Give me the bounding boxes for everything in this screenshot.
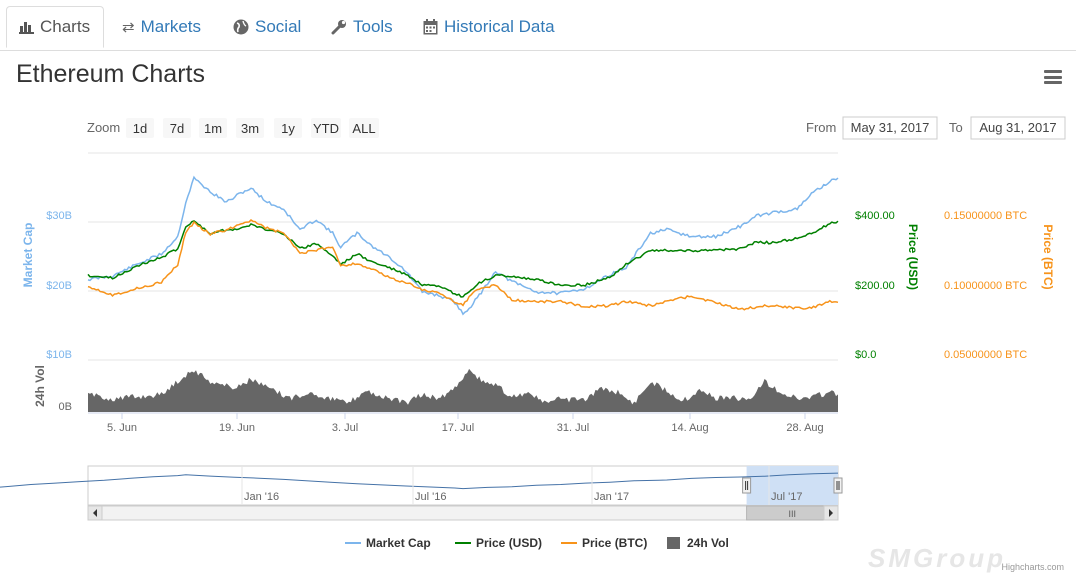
tab-historical-data[interactable]: Historical Data — [423, 6, 555, 48]
legend-label[interactable]: 24h Vol — [687, 536, 729, 550]
navigator-right-handle[interactable] — [833, 477, 843, 494]
x-tick-label: 19. Jun — [219, 422, 255, 434]
highcharts-credits[interactable]: Highcharts.com — [1001, 562, 1064, 572]
tab-charts[interactable]: Charts — [6, 6, 104, 48]
tab-tools[interactable]: Tools — [331, 6, 393, 48]
legend-item-price-usd[interactable]: Price (USD) — [455, 536, 542, 550]
tab-markets[interactable]: ⇄ Markets — [122, 6, 201, 48]
zoom-button-label[interactable]: 1y — [281, 121, 295, 136]
zoom-button-label[interactable]: ALL — [352, 121, 375, 136]
legend-symbol — [667, 537, 680, 549]
zoom-button-all[interactable]: ALL — [349, 118, 379, 138]
usd-tick: $0.0 — [855, 349, 876, 361]
hamburger-menu-icon[interactable] — [1044, 70, 1062, 84]
price-btc-line — [87, 219, 839, 311]
arrow-right-icon — [829, 509, 833, 517]
legend-item-24h-vol[interactable]: 24h Vol — [667, 536, 729, 550]
to-label: To — [949, 120, 963, 135]
wrench-icon — [331, 19, 347, 35]
globe-icon — [233, 19, 249, 35]
zoom-button-label[interactable]: 3m — [241, 121, 259, 136]
exchange-icon: ⇄ — [122, 19, 135, 36]
zoom-button-label[interactable]: 7d — [170, 121, 184, 136]
zoom-button-1d[interactable]: 1d — [126, 118, 154, 138]
market-cap-line — [87, 175, 839, 316]
tab-social-label: Social — [255, 17, 302, 36]
navigator-tick-label: Jan '16 — [244, 491, 279, 503]
usd-axis-title: Price (USD) — [906, 224, 920, 290]
zoom-button-1y[interactable]: 1y — [274, 118, 302, 138]
market-cap-tick: $30B — [46, 210, 72, 222]
zoom-button-bg[interactable] — [236, 118, 264, 138]
watermark: SMGroup — [868, 543, 1006, 573]
navigator-tick-label: Jul '16 — [415, 491, 446, 503]
legend-label[interactable]: Market Cap — [366, 536, 431, 550]
market-cap-axis-title: Market Cap — [21, 223, 35, 288]
from-date-input[interactable] — [842, 116, 938, 140]
usd-tick: $200.00 — [855, 280, 895, 292]
navigator-tick-label: Jan '17 — [594, 491, 629, 503]
x-tick-label: 5. Jun — [107, 422, 137, 434]
tab-markets-label: Markets — [140, 17, 202, 36]
zoom-button-label[interactable]: YTD — [313, 121, 339, 136]
navigator-left-handle[interactable] — [742, 477, 752, 494]
legend-label[interactable]: Price (USD) — [476, 536, 542, 550]
x-tick-label: 14. Aug — [671, 422, 708, 434]
navigator-tick-label: Jul '17 — [771, 491, 802, 503]
volume-area — [88, 368, 838, 412]
from-label: From — [806, 120, 836, 135]
scrollbar-track[interactable] — [87, 505, 839, 521]
zoom-button-bg[interactable] — [349, 118, 379, 138]
tab-social[interactable]: Social — [233, 6, 301, 48]
zoom-button-bg[interactable] — [311, 118, 341, 138]
zoom-button-bg[interactable] — [126, 118, 154, 138]
calendar-icon — [423, 19, 438, 35]
x-tick-label: 3. Jul — [332, 422, 358, 434]
btc-tick: 0.05000000 BTC — [944, 349, 1027, 361]
zoom-button-bg[interactable] — [274, 118, 302, 138]
zoom-label: Zoom — [87, 120, 120, 135]
handle-body[interactable] — [833, 477, 843, 494]
btc-tick: 0.10000000 BTC — [944, 280, 1027, 292]
zoom-button-1m[interactable]: 1m — [199, 118, 227, 138]
btc-axis-title: Price (BTC) — [1041, 224, 1055, 289]
market-cap-tick: $10B — [46, 349, 72, 361]
zoom-button-label[interactable]: 1m — [204, 121, 222, 136]
x-tick-label: 17. Jul — [442, 422, 474, 434]
to-date-input[interactable] — [970, 116, 1066, 140]
legend-item-price-btc[interactable]: Price (BTC) — [561, 536, 647, 550]
zoom-button-ytd[interactable]: YTD — [311, 118, 341, 138]
scrollbar-grip-icon: III — [789, 509, 797, 519]
zoom-button-label[interactable]: 1d — [133, 121, 147, 136]
usd-tick: $400.00 — [855, 210, 895, 222]
volume-axis-title: 24h Vol — [33, 365, 47, 407]
from-date-value[interactable]: May 31, 2017 — [851, 120, 930, 135]
x-tick-label: 31. Jul — [557, 422, 589, 434]
x-tick-label: 28. Aug — [786, 422, 823, 434]
zoom-button-bg[interactable] — [199, 118, 227, 138]
chart: Zoom 1d 7d 1m 3m 1y YTD ALL From May 31, 2017 To Au… — [0, 116, 1066, 572]
legend-item-market-cap[interactable]: Market Cap — [345, 536, 431, 550]
btc-tick: 0.15000000 BTC — [944, 210, 1027, 222]
tab-historical-data-label: Historical Data — [444, 17, 555, 36]
navigator — [87, 465, 839, 506]
zoom-button-3m[interactable]: 3m — [236, 118, 264, 138]
zoom-button-7d[interactable]: 7d — [163, 118, 191, 138]
to-date-value[interactable]: Aug 31, 2017 — [979, 120, 1056, 135]
navigator-selection[interactable] — [746, 466, 838, 505]
zoom-button-bg[interactable] — [163, 118, 191, 138]
market-cap-tick: $20B — [46, 280, 72, 292]
tab-tools-label: Tools — [353, 17, 393, 36]
tab-charts-label: Charts — [40, 17, 91, 36]
nav-tabs: Charts ⇄ Markets Social Tools Historical… — [0, 0, 1076, 51]
legend-label[interactable]: Price (BTC) — [582, 536, 647, 550]
bar-chart-icon — [19, 20, 34, 34]
handle-body[interactable] — [742, 477, 752, 494]
arrow-left-icon — [93, 509, 97, 517]
volume-tick: 0B — [59, 401, 72, 413]
page-title: Ethereum Charts — [16, 60, 205, 88]
